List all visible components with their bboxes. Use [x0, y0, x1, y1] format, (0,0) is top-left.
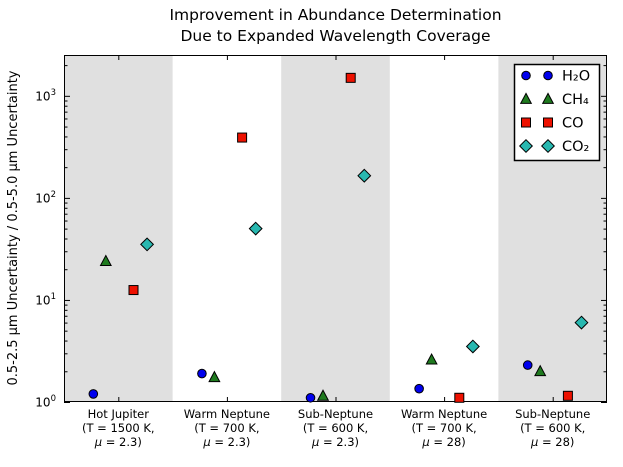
data-point — [305, 392, 316, 403]
data-point — [465, 339, 480, 354]
x-tick-label: Warm Neptune — [401, 407, 487, 421]
legend-marker — [541, 92, 555, 104]
x-tick-label: Sub-Neptune — [298, 407, 373, 421]
data-point — [414, 383, 424, 394]
series-circle — [88, 360, 533, 403]
data-point — [248, 221, 263, 236]
series-diamond — [140, 168, 589, 354]
chart-title-line-2: Due to Expanded Wavelength Coverage — [180, 27, 491, 45]
data-point — [316, 389, 330, 401]
y-tick-label: 103 — [35, 88, 56, 104]
data-point — [128, 285, 139, 296]
x-tick-label: (T = 600 K, — [520, 421, 585, 435]
data-point — [425, 352, 438, 365]
x-tick-label: (T = 700 K, — [194, 421, 259, 435]
legend-marker — [518, 138, 534, 154]
x-tick-label: (T = 1500 K, — [82, 421, 155, 435]
legend: H₂O CH₄ CO CO₂ — [513, 63, 601, 162]
data-point — [345, 72, 356, 83]
data-point — [208, 370, 221, 383]
category-band — [64, 55, 173, 402]
legend-marker — [521, 117, 531, 128]
y-tick-label: 102 — [35, 190, 56, 206]
data-point — [562, 390, 573, 401]
x-tick-label: Sub-Neptune — [515, 407, 590, 421]
series-square — [128, 72, 573, 403]
data-point — [454, 392, 465, 403]
x-tick-label: Warm Neptune — [184, 407, 270, 421]
legend-marker — [519, 92, 533, 104]
legend-marker — [543, 117, 553, 128]
chart-title-line-1: Improvement in Abundance Determination — [169, 6, 502, 24]
x-tick-label: (T = 600 K, — [303, 421, 368, 435]
data-point — [99, 254, 112, 267]
legend-label: CO — [562, 116, 584, 132]
chart-title: Improvement in Abundance Determination D… — [64, 5, 607, 47]
x-tick-label: μ = 2.3) — [94, 435, 142, 449]
data-point — [88, 389, 99, 399]
legend-label: CH₄ — [562, 92, 589, 108]
x-tick-label: μ = 28) — [421, 435, 465, 449]
data-point — [574, 315, 589, 330]
series-triangle — [99, 254, 547, 401]
y-tick-label: 100 — [35, 394, 56, 410]
legend-marker — [540, 138, 556, 154]
y-tick-label: 101 — [35, 292, 56, 308]
legend-label: H₂O — [562, 69, 590, 85]
x-tick-label: μ = 28) — [530, 435, 574, 449]
legend-marker — [543, 70, 553, 81]
x-tick-label: μ = 2.3) — [311, 435, 359, 449]
legend-label: CO₂ — [562, 139, 589, 155]
data-point — [534, 364, 547, 377]
x-tick-label: μ = 2.3) — [202, 435, 250, 449]
x-tick-label: Hot Jupiter — [88, 407, 150, 421]
data-point — [522, 360, 533, 370]
legend-marker — [521, 70, 531, 81]
x-tick-label: (T = 700 K, — [411, 421, 476, 435]
data-point — [140, 237, 155, 252]
category-band — [281, 55, 390, 402]
data-point — [197, 368, 207, 379]
data-point — [357, 168, 372, 183]
data-point — [237, 132, 248, 143]
